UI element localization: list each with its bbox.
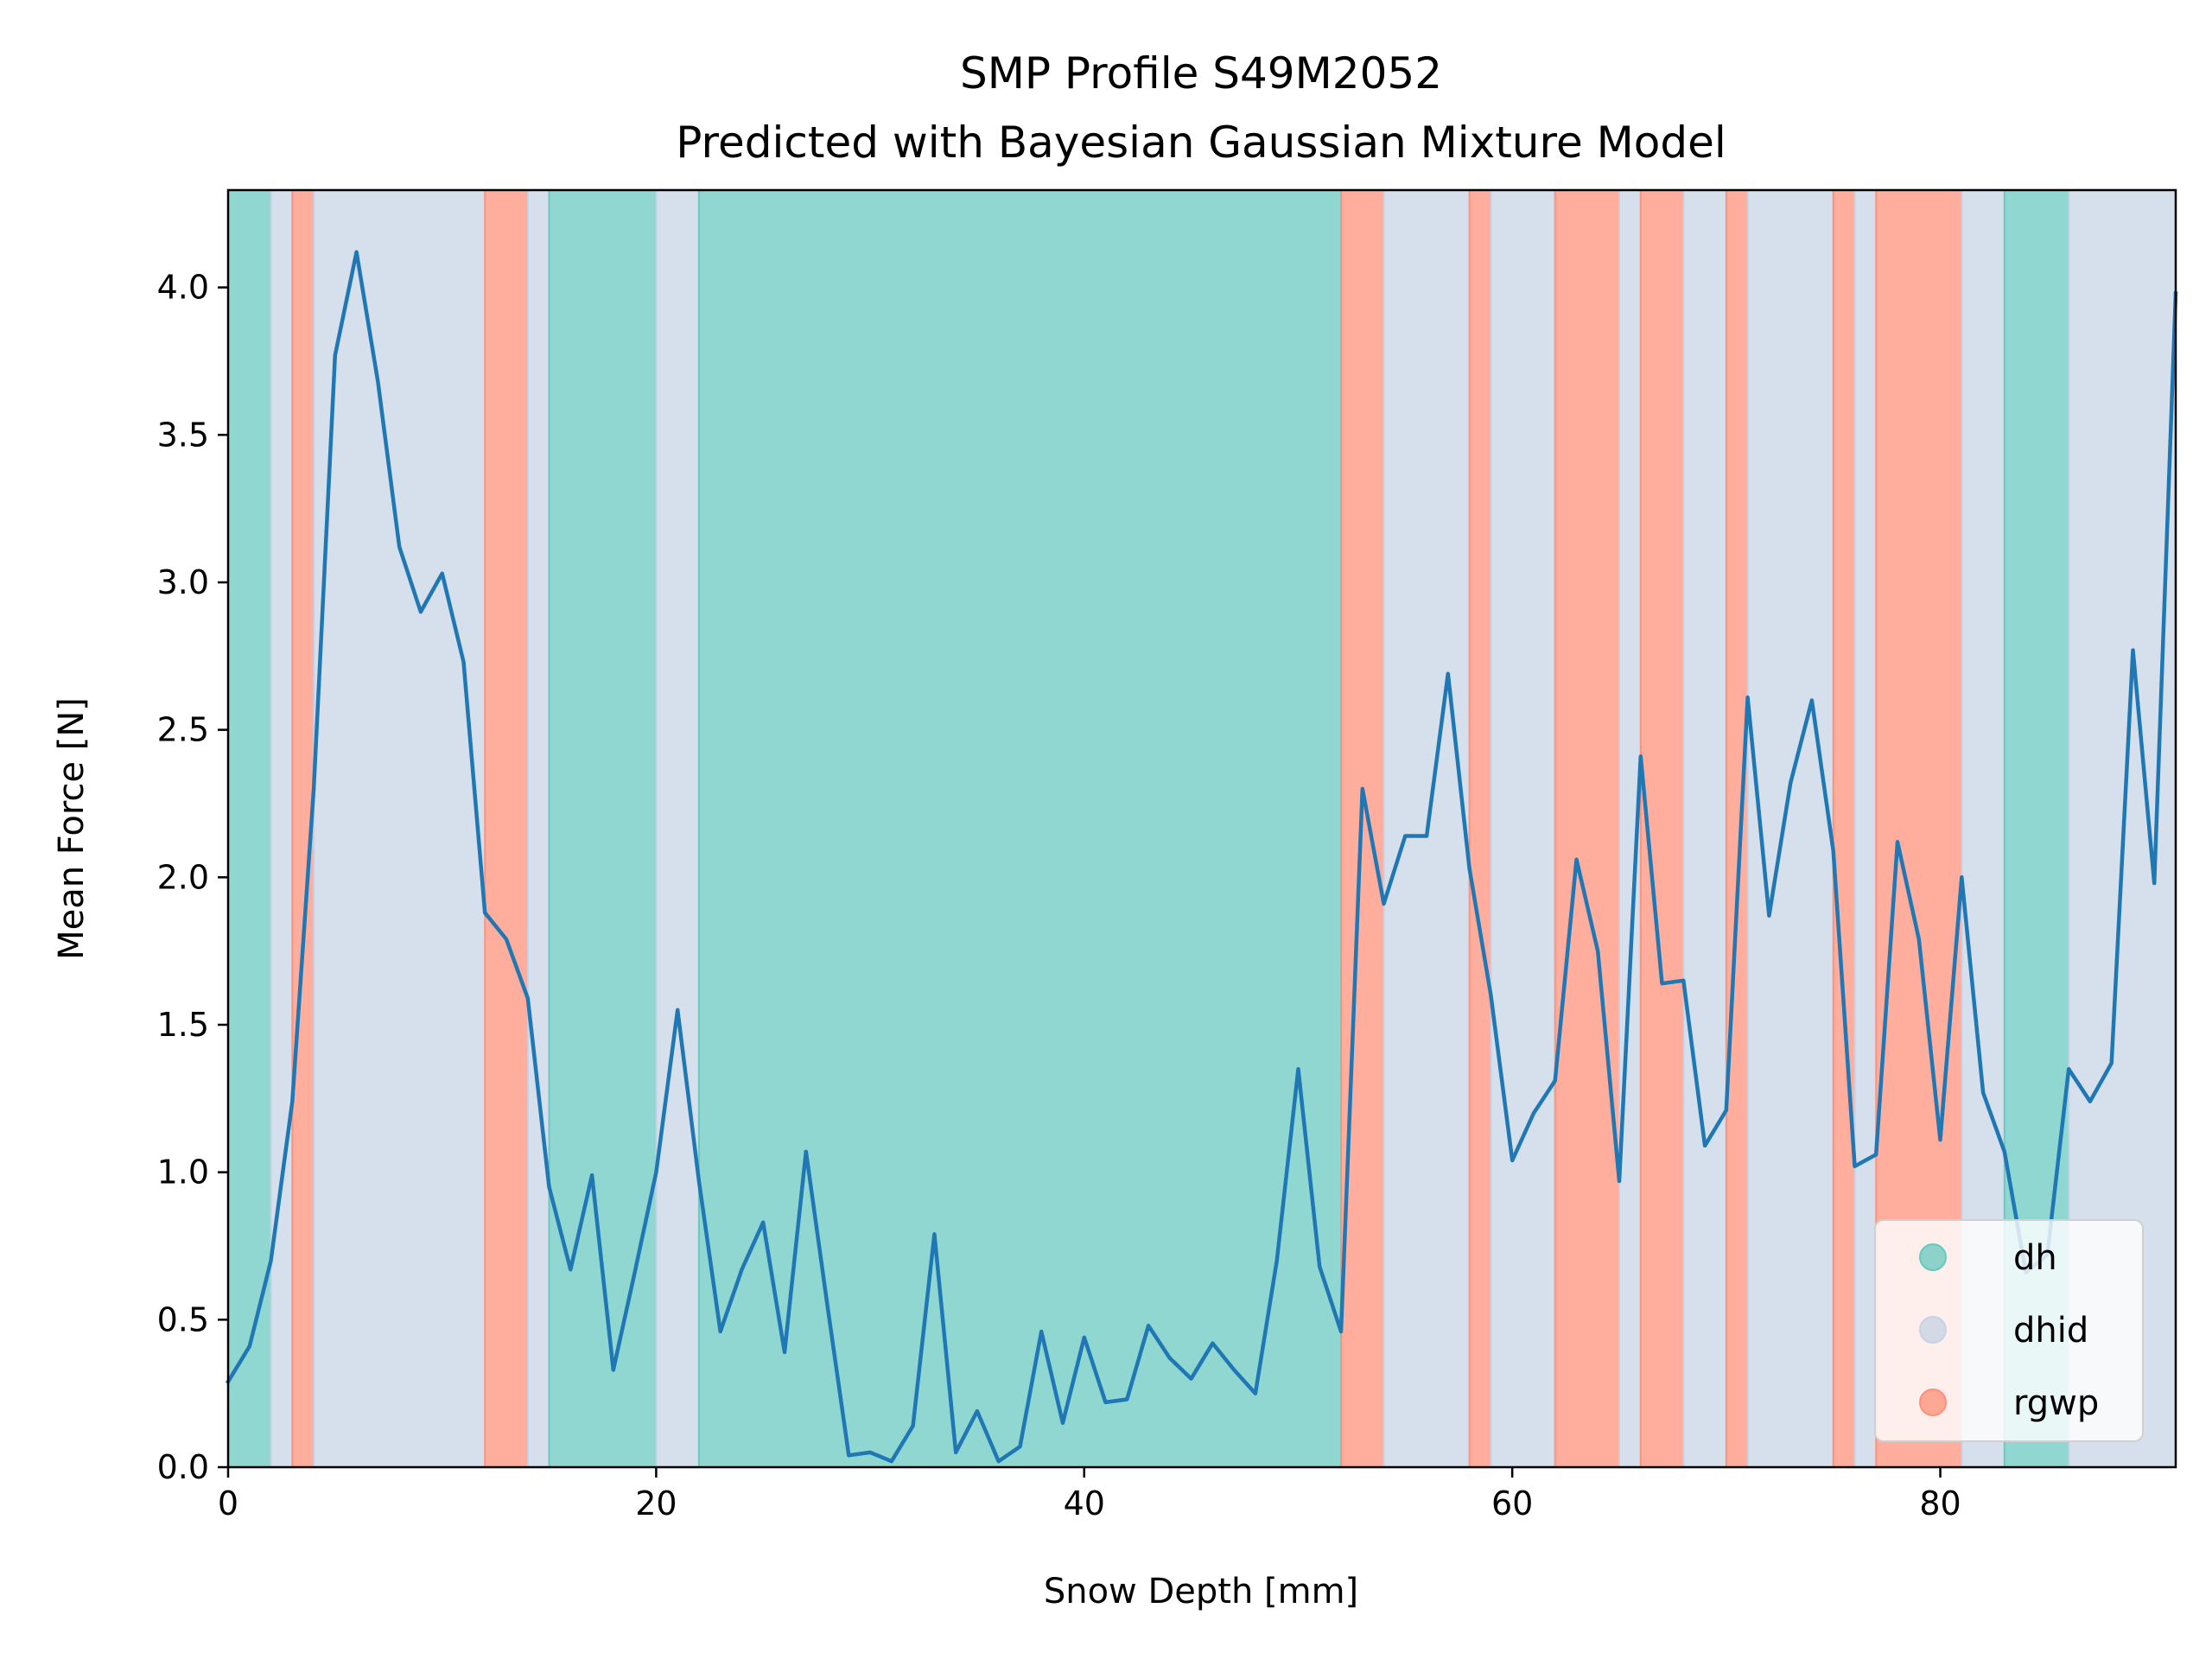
y-axis-ticks: 0.0 0.5 1.0 1.5 2.0 2.5 3.0 3.5 4.0	[157, 269, 228, 1486]
legend-marker-dh	[1919, 1243, 1947, 1271]
x-tick-label-2: 40	[1064, 1484, 1105, 1522]
segment-rgwp-11	[1468, 189, 1492, 1468]
y-tick-label-1: 0.5	[157, 1300, 209, 1338]
segment-rgwp-17	[1725, 189, 1749, 1468]
legend-label-dhid: dhid	[2013, 1311, 2088, 1351]
segment-rgwp-4	[484, 189, 529, 1468]
x-tick-label-4: 80	[1919, 1484, 1961, 1522]
y-tick-label-3: 1.5	[157, 1006, 209, 1044]
mean-force-line	[225, 250, 2178, 1464]
segment-rgwp-19	[1832, 189, 1856, 1468]
y-tick-label-6: 3.0	[157, 563, 209, 601]
y-tick-label-4: 2.0	[157, 858, 209, 896]
segment-dh-8	[697, 189, 1342, 1468]
legend-label-rgwp: rgwp	[2013, 1383, 2099, 1423]
plot-frame	[226, 188, 2177, 1469]
x-tick-label-0: 0	[218, 1484, 238, 1522]
y-tick-label-8: 4.0	[157, 269, 209, 307]
y-axis-label: Mean Force [N]	[52, 697, 92, 960]
legend-marker-rgwp	[1919, 1389, 1947, 1416]
segment-dhid-1	[270, 189, 294, 1468]
y-tick-label-7: 3.5	[157, 416, 209, 454]
y-tick-label-5: 2.5	[157, 711, 209, 749]
y-tick-label-2: 1.0	[157, 1154, 209, 1192]
x-axis-label: Snow Depth [mm]	[1044, 1572, 1358, 1611]
segment-dhid-3	[313, 189, 486, 1468]
legend-marker-dhid	[1919, 1316, 1947, 1344]
chart-title: SMP Profile S49M2052	[960, 48, 1442, 99]
chart-subtitle: Predicted with Bayesian Gaussian Mixture…	[676, 118, 1726, 168]
segment-dh-0	[227, 189, 272, 1468]
segment-dhid-12	[1490, 189, 1556, 1468]
legend: dh dhid rgwp	[1874, 1219, 2144, 1442]
legend-label-dh: dh	[2013, 1238, 2057, 1278]
legend-items: dh dhid rgwp	[1919, 1238, 2099, 1423]
segment-dhid-5	[526, 189, 550, 1468]
y-tick-label-0: 0.0	[157, 1448, 209, 1486]
segment-dhid-16	[1682, 189, 1727, 1468]
segment-rgwp-13	[1554, 189, 1620, 1468]
x-axis-ticks: 0 20 40 60 80	[218, 1467, 1961, 1522]
segment-dhid-20	[1853, 189, 1878, 1468]
x-tick-label-3: 60	[1491, 1484, 1533, 1522]
legend-box	[1874, 1219, 2144, 1442]
x-tick-label-1: 20	[635, 1484, 677, 1522]
segment-dhid-7	[655, 189, 700, 1468]
